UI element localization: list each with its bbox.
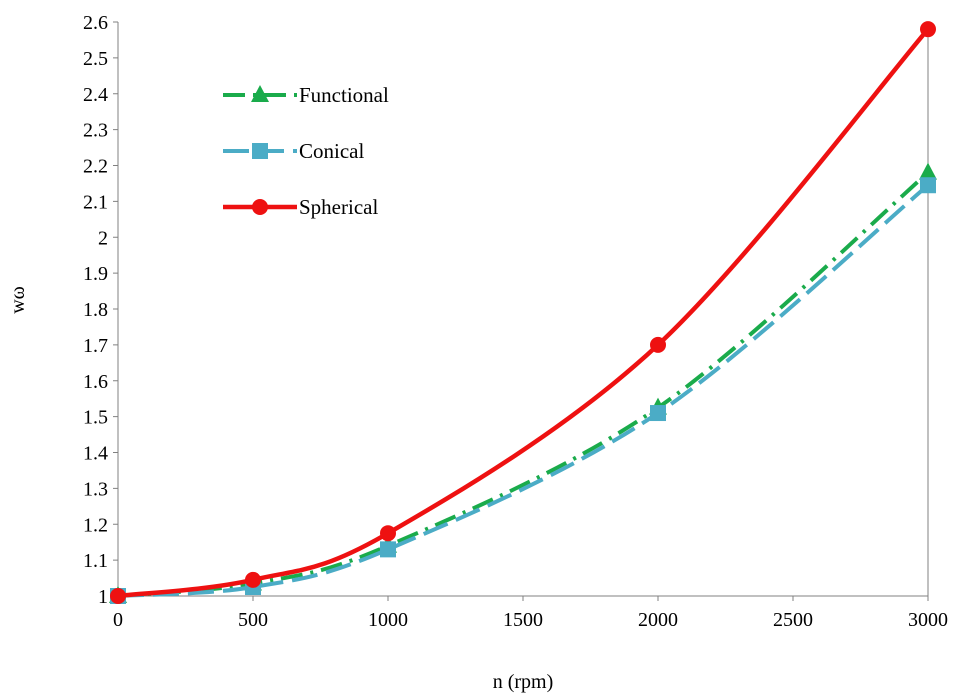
x-tick-label: 500	[238, 609, 268, 631]
x-tick-label: 1000	[368, 609, 408, 631]
series-layer	[109, 21, 937, 604]
y-tick-label: 2.2	[83, 156, 108, 178]
legend-marker-spherical	[252, 199, 268, 215]
legend-label-functional: Functional	[299, 83, 389, 107]
y-tick-label: 1.2	[83, 514, 108, 536]
data-point-spherical	[380, 525, 396, 542]
data-point-conical	[920, 177, 936, 194]
data-point-conical	[650, 405, 666, 422]
legend-item-conical: Conical	[223, 139, 364, 163]
x-tick-labels: 0 500 1000 1500 2000 2500 3000	[113, 596, 948, 631]
series-line-spherical	[117, 27, 930, 599]
data-point-spherical	[245, 571, 261, 588]
y-tick-label: 2	[98, 227, 108, 249]
series-conical	[110, 177, 936, 604]
x-tick-label: 3000	[908, 609, 948, 631]
y-tick-label: 1.7	[83, 335, 108, 357]
series-line-conical	[117, 183, 930, 598]
data-point-spherical	[650, 336, 666, 353]
x-tick-label: 1500	[503, 609, 543, 631]
data-point-conical	[380, 541, 396, 558]
x-axis-title: n (rpm)	[493, 671, 554, 693]
y-tick-label: 1.3	[83, 478, 108, 500]
y-tick-labels: 1 1.1 1.2 1.3 1.4 1.5 1.6 1.7 1.8 1.9 2 2.1 2.2 2.3 2.…	[83, 12, 118, 608]
y-tick-label: 1.6	[83, 371, 108, 393]
legend-label-conical: Conical	[299, 139, 364, 163]
data-point-functional	[919, 162, 937, 180]
series-functional	[109, 162, 937, 603]
legend-marker-functional	[251, 85, 269, 102]
legend: Functional Conical Spherical	[223, 83, 389, 219]
y-tick-label: 2.3	[83, 120, 108, 142]
legend-item-spherical: Spherical	[223, 195, 378, 219]
y-axis-title: wω	[7, 286, 29, 314]
y-tick-label: 1	[98, 586, 108, 608]
y-tick-label: 2.5	[83, 48, 108, 70]
y-tick-label: 1.8	[83, 299, 108, 321]
legend-marker-conical	[252, 143, 268, 159]
x-tick-label: 2000	[638, 609, 678, 631]
legend-item-functional: Functional	[223, 83, 389, 107]
series-line-functional	[117, 171, 930, 598]
data-point-spherical	[110, 588, 126, 604]
series-spherical	[110, 21, 936, 604]
y-tick-label: 2.1	[83, 191, 108, 213]
y-tick-label: 1.1	[83, 550, 108, 572]
x-tick-label: 2500	[773, 609, 813, 631]
x-tick-label: 0	[113, 609, 123, 631]
legend-label-spherical: Spherical	[299, 195, 378, 219]
y-tick-label: 2.4	[83, 84, 108, 106]
y-tick-label: 2.6	[83, 12, 108, 34]
y-tick-label: 1.9	[83, 263, 108, 285]
y-tick-label: 1.4	[83, 443, 108, 465]
y-tick-label: 1.5	[83, 407, 108, 429]
data-point-spherical	[920, 21, 936, 38]
